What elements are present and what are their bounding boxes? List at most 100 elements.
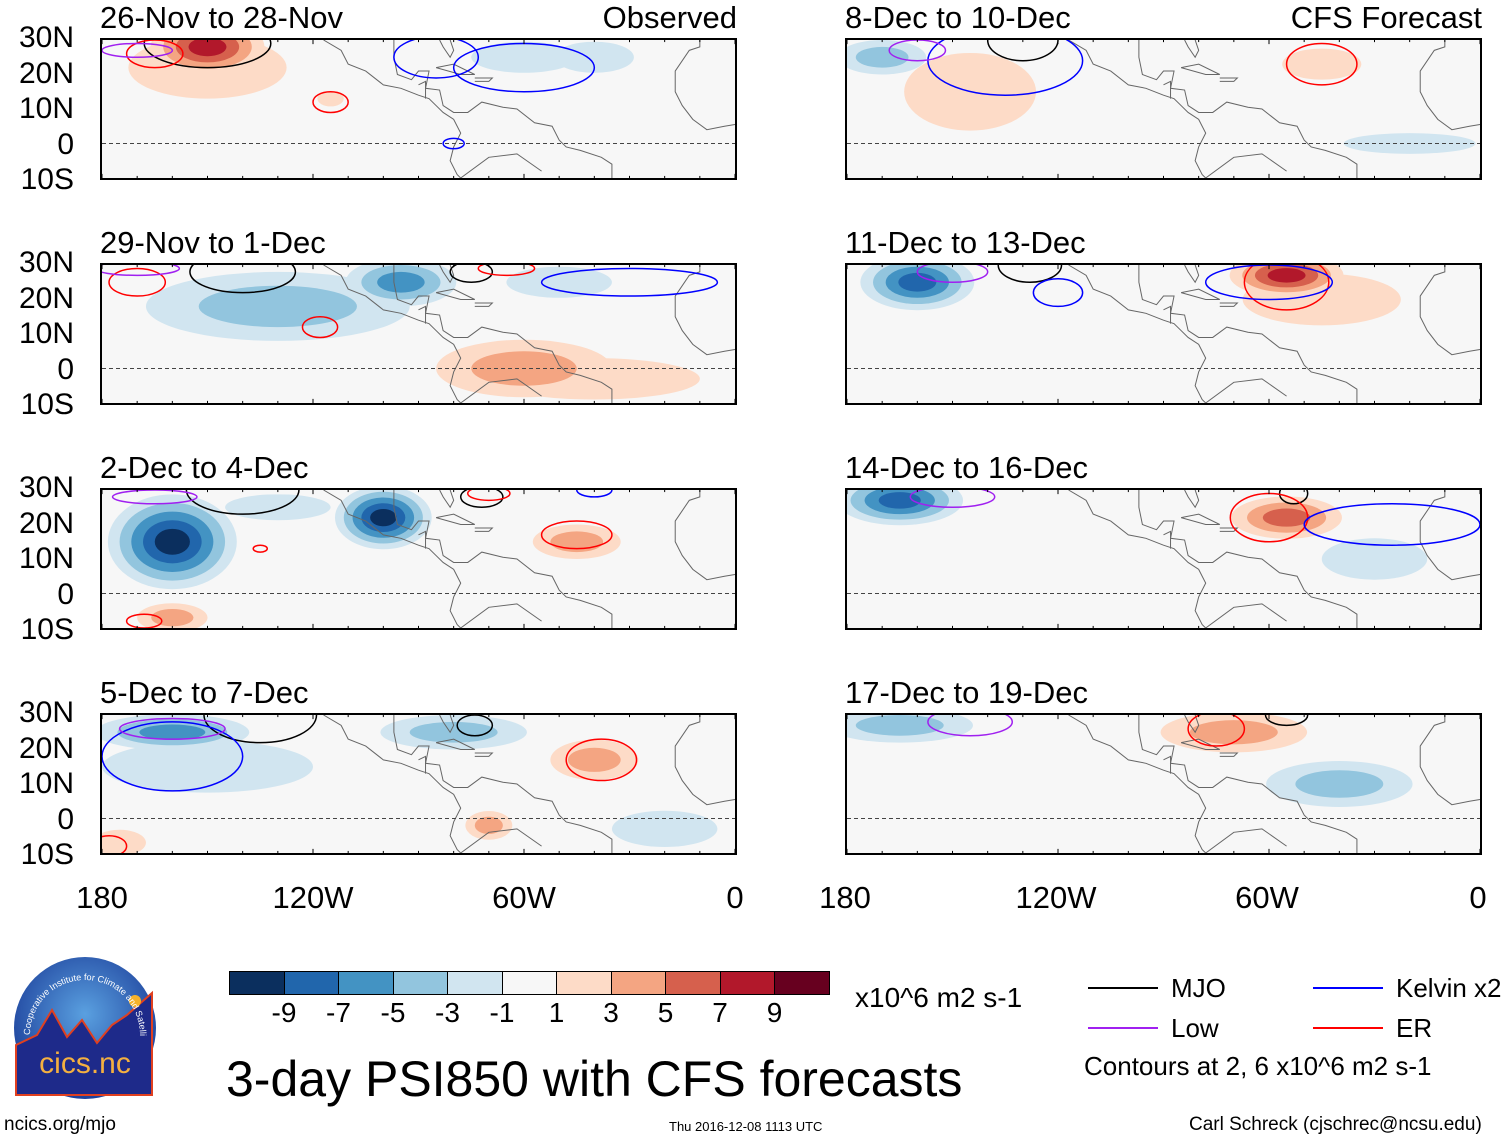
y-tick: 10S [20, 838, 74, 871]
er-contour [100, 836, 127, 855]
psi850-map [845, 38, 1482, 180]
legend-label: Kelvin x2 [1396, 973, 1502, 1003]
legend-label: ER [1396, 1013, 1433, 1043]
er-contour [302, 317, 337, 338]
contour-note: Contours at 2, 6 x10^6 m2 s-1 [1084, 1051, 1432, 1081]
legend-line [1088, 1027, 1158, 1029]
coastline [1164, 81, 1171, 98]
negative-anomaly-shading [1295, 770, 1384, 798]
coastline [324, 40, 461, 178]
x-tick: 120W [272, 880, 354, 915]
legend-label: MJO [1171, 973, 1226, 1003]
coastline [461, 379, 542, 403]
coastline [440, 265, 454, 282]
colorbar-swatch [775, 972, 829, 994]
psi850-map [100, 713, 737, 855]
coastline [1181, 739, 1220, 749]
coastline [1420, 40, 1480, 130]
y-tick: 20N [18, 506, 74, 540]
kelvin-contour [394, 38, 478, 78]
coastline [1206, 604, 1287, 628]
colorbar-label: -3 [435, 997, 460, 1028]
er-contour [127, 614, 162, 628]
coastline [1206, 829, 1287, 853]
y-tick: 20N [18, 56, 74, 90]
low-contour [113, 490, 197, 504]
negative-anomaly-shading [506, 266, 612, 298]
coastline [1139, 40, 1357, 178]
x-tick: 60W [1235, 880, 1299, 915]
panel-date-range: 17-Dec to 19-Dec [845, 675, 1088, 710]
negative-anomaly-shading [855, 46, 909, 68]
coastline [1206, 379, 1287, 403]
negative-anomaly-shading [898, 272, 937, 292]
colorbar-swatch [448, 972, 503, 994]
logo-text: cics.nc [39, 1047, 131, 1080]
colorbar-swatch [557, 972, 612, 994]
x-tick: 180 [76, 880, 128, 915]
map-panel: 29-Nov to 1-Dec [100, 225, 737, 405]
y-tick: 20N [18, 281, 74, 315]
coastline [440, 490, 454, 507]
psi850-map [845, 263, 1482, 405]
y-tick: 30N [18, 21, 74, 54]
y-tick: 10N [18, 92, 74, 125]
coastline [461, 154, 542, 178]
er-contour [478, 263, 534, 275]
coastline [461, 604, 542, 628]
mjo-contour [461, 488, 503, 507]
mjo-contour [190, 263, 296, 293]
coastline [440, 715, 454, 732]
negative-anomaly-shading [370, 508, 397, 527]
colorbar-swatch [284, 972, 339, 994]
y-tick: 10S [20, 613, 74, 646]
y-tick: 0 [57, 127, 74, 161]
mjo-contour [998, 263, 1061, 282]
mjo-contour [1265, 713, 1307, 725]
coastline [675, 715, 735, 805]
coastline [675, 40, 735, 130]
negative-anomaly-shading [102, 740, 313, 793]
coastline [419, 756, 426, 773]
coastline [675, 490, 735, 580]
coastline [419, 306, 426, 323]
positive-anomaly-shading [474, 816, 503, 835]
coastline [394, 490, 612, 628]
coastline [324, 490, 461, 628]
negative-anomaly-shading [471, 41, 577, 73]
map-panel: 14-Dec to 16-Dec [845, 450, 1482, 630]
mjo-contour [204, 713, 317, 743]
er-contour [127, 40, 183, 68]
low-contour [910, 488, 994, 507]
colorbar-swatch [230, 972, 285, 994]
er-contour [1244, 263, 1328, 310]
positive-anomaly-shading [1262, 508, 1311, 527]
legend-line [1313, 987, 1383, 989]
colorbar-label: -7 [326, 997, 351, 1028]
colorbar-label: 5 [657, 997, 674, 1028]
kelvin-contour [443, 138, 464, 148]
panel-date-range: 8-Dec to 10-Dec [845, 0, 1071, 35]
low-contour [100, 263, 179, 275]
x-tick: 60W [492, 880, 556, 915]
er-contour [566, 739, 636, 780]
psi850-map [845, 713, 1482, 855]
source-url[interactable]: ncics.org/mjo [4, 1114, 116, 1135]
colorbar-label: -1 [489, 997, 515, 1028]
negative-anomaly-shading [154, 528, 190, 555]
coastline [1181, 289, 1220, 299]
panel-source-label: CFS Forecast [1290, 0, 1482, 35]
kelvin-contour [1304, 504, 1480, 545]
er-contour [542, 521, 612, 549]
coastline [1069, 265, 1206, 403]
coastline [1181, 514, 1220, 524]
coastline [1181, 64, 1220, 74]
mjo-contour [450, 263, 492, 282]
panel-date-range: 26-Nov to 28-Nov [100, 0, 343, 35]
coastline [436, 739, 475, 749]
colorbar-swatch [720, 972, 775, 994]
er-contour [313, 92, 348, 113]
map-panel: 5-Dec to 7-Dec [100, 675, 737, 855]
coastline [1139, 715, 1357, 853]
map-panel: 17-Dec to 19-Dec [845, 675, 1482, 855]
